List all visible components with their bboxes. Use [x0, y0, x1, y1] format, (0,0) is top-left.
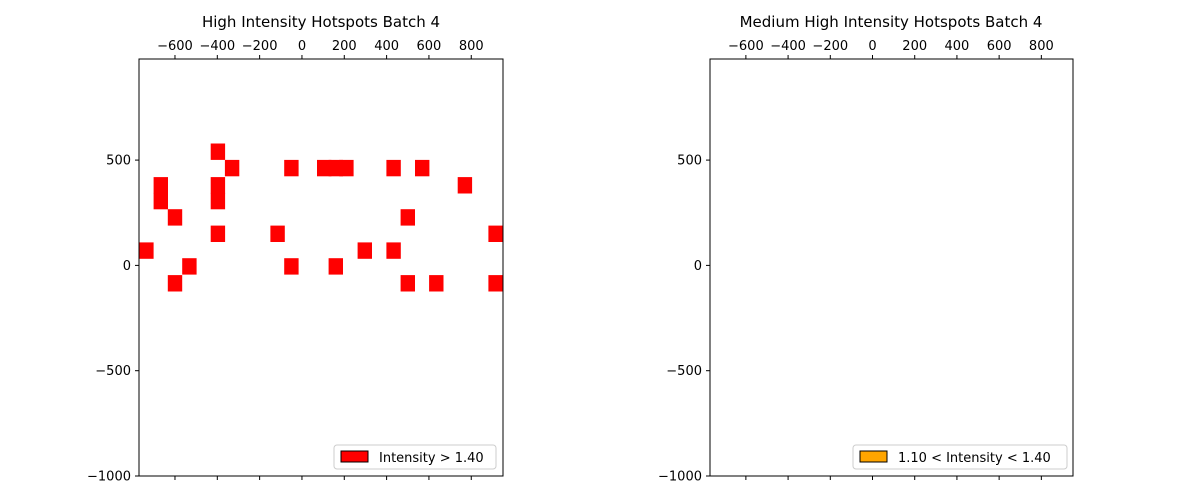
x-tick-label: 600 [417, 39, 442, 54]
x-tick-label: 0 [868, 39, 876, 54]
hotspot-cell [429, 275, 444, 292]
hotspot-cell [139, 242, 154, 259]
hotspot-cell [284, 159, 299, 177]
x-tick-label: 200 [902, 39, 927, 54]
hotspot-cell [284, 258, 299, 275]
hotspot-cell [415, 159, 430, 177]
legend-frame [333, 444, 497, 470]
chart-title: High Intensity Hotspots Batch 4 [202, 13, 440, 31]
x-axis-bottom-ticks [174, 476, 472, 480]
hotspot-cell [167, 275, 183, 292]
hotspot-cell [317, 159, 332, 177]
hotspot-cell [386, 242, 401, 259]
hotspot-cell [488, 275, 503, 292]
y-tick-label: −500 [95, 364, 131, 379]
x-tick-label: −600 [157, 39, 193, 54]
hotspot-cell [167, 209, 183, 226]
x-tick-label: 600 [987, 39, 1012, 54]
x-tick-label: −200 [812, 39, 848, 54]
x-tick-label: 800 [1029, 39, 1054, 54]
legend-frame [852, 444, 1068, 470]
hotspot-cell [224, 159, 240, 177]
y-axis: 500 0 −500 −1000 [87, 154, 139, 485]
legend-label: Intensity > 1.40 [379, 451, 484, 466]
legend: 1.10 < Intensity < 1.40 [852, 444, 1068, 470]
y-tick-label: 0 [694, 259, 702, 274]
hotspot-cells [139, 143, 503, 292]
hotspot-cell [210, 225, 226, 242]
hotspot-cell [386, 159, 401, 177]
hotspot-cell [210, 143, 226, 160]
plot-frame [138, 58, 504, 477]
x-tick-label: 200 [332, 39, 357, 54]
x-tick-label: −600 [728, 39, 764, 54]
hotspot-cell [210, 192, 226, 210]
hotspot-cell [210, 177, 226, 194]
hotspot-cell [339, 159, 354, 177]
hotspot-cell [153, 192, 168, 210]
x-tick-label: 800 [459, 39, 484, 54]
x-tick-label: 400 [374, 39, 399, 54]
x-axis-top: −600 −400 −200 0 200 400 600 800 [157, 39, 484, 59]
chart-panel-medium-high-intensity: Medium High Intensity Hotspots Batch 4 −… [658, 13, 1074, 485]
plot-frame [709, 58, 1074, 477]
chart-panel-high-intensity: High Intensity Hotspots Batch 4 −600 −400… [87, 13, 504, 485]
legend: Intensity > 1.40 [333, 444, 497, 470]
x-axis-top: −600 −400 −200 0 200 400 600 800 [728, 39, 1054, 59]
y-tick-label: −1000 [658, 470, 702, 485]
legend-swatch [340, 450, 369, 463]
chart-title: Medium High Intensity Hotspots Batch 4 [740, 13, 1043, 31]
hotspot-cell [328, 258, 343, 275]
x-tick-label: −400 [770, 39, 806, 54]
x-tick-label: 0 [298, 39, 306, 54]
y-tick-label: 500 [106, 154, 131, 169]
x-tick-label: −400 [199, 39, 235, 54]
y-tick-label: −1000 [87, 470, 131, 485]
y-tick-label: −500 [666, 364, 702, 379]
hotspot-cell [488, 225, 503, 242]
y-tick-label: 0 [123, 259, 131, 274]
hotspot-cell [457, 177, 473, 194]
hotspot-cell [182, 258, 197, 275]
x-tick-label: −200 [242, 39, 278, 54]
hotspot-cell [153, 177, 168, 194]
y-axis: 500 0 −500 −1000 [658, 154, 710, 485]
legend-swatch [859, 450, 888, 463]
x-axis-bottom-ticks [745, 476, 1042, 480]
hotspot-cell [400, 275, 415, 292]
legend-label: 1.10 < Intensity < 1.40 [898, 451, 1051, 466]
hotspot-cell [270, 225, 285, 242]
hotspot-cell [357, 242, 372, 259]
y-tick-label: 500 [677, 154, 702, 169]
hotspot-cell [400, 209, 415, 226]
x-tick-label: 400 [945, 39, 970, 54]
